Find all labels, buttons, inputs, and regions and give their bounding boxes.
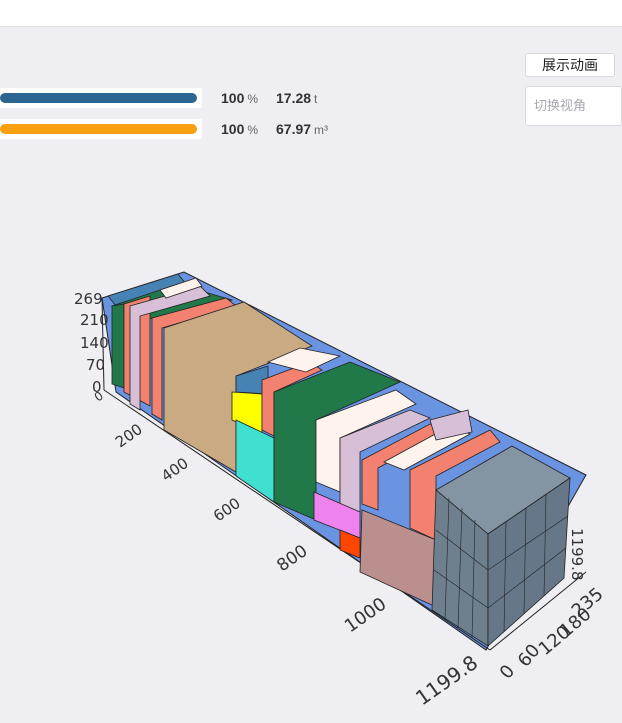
y-axis-line — [489, 571, 587, 651]
top-bar — [0, 0, 622, 27]
x-tick-800: 800 — [273, 541, 311, 576]
cargo-gray-front — [487, 477, 571, 647]
volume-percent: 100% — [221, 121, 259, 137]
gray-grid-line — [487, 547, 567, 609]
weight-percent: 100% — [221, 90, 259, 106]
gray-grid-line — [543, 493, 547, 597]
x-tick-0: 0 — [92, 389, 106, 405]
gray-grid-line — [435, 529, 489, 571]
cargo-cream-mid — [266, 347, 342, 373]
volume-progress-fill — [0, 124, 197, 134]
x-axis-line — [103, 389, 491, 651]
cargo-salmon-right2 — [409, 429, 501, 541]
cargo-lavender-right — [429, 409, 473, 441]
cargo-green-side — [111, 303, 125, 389]
z-tick-210: 210 — [80, 311, 109, 329]
z-tick-269: 269 — [74, 290, 103, 308]
weight-progress-bar — [0, 88, 202, 108]
x-tick-200: 200 — [112, 420, 146, 451]
x-tick-1000: 1000 — [341, 594, 391, 637]
cargo-orangered — [339, 529, 361, 559]
gray-grid-line — [433, 569, 489, 609]
weight-progress-fill — [0, 93, 197, 103]
x-tick-1199-8: 1199.8 — [411, 650, 482, 710]
z-tick-0: 0 — [92, 378, 102, 396]
cargo-blocks — [107, 273, 571, 647]
length-end-label: 1199.8 — [568, 528, 586, 581]
z-tick-140: 140 — [80, 334, 109, 352]
volume-progress-bar — [0, 119, 202, 139]
gray-grid-line — [523, 507, 527, 615]
gray-grid-line — [487, 515, 569, 571]
z-axis-line — [101, 297, 105, 391]
volume-value: 67.97 m³ — [276, 121, 329, 137]
gray-grid-line — [471, 519, 476, 639]
x-tick-400: 400 — [158, 454, 192, 485]
x-tick-600: 600 — [210, 494, 244, 525]
gray-grid-line — [457, 507, 463, 629]
cargo-salmon-mid — [151, 297, 237, 421]
weight-value: 17.28 t — [276, 90, 318, 106]
show-animation-button[interactable]: 展示动画 — [525, 53, 615, 77]
z-tick-70: 70 — [86, 356, 105, 374]
cargo-cream-back — [159, 277, 203, 299]
gray-grid-line — [503, 521, 507, 633]
switch-view-select[interactable]: 切换视角 — [525, 86, 622, 126]
gray-grid-line — [444, 497, 450, 621]
y-tick-0: 0 — [496, 661, 519, 683]
